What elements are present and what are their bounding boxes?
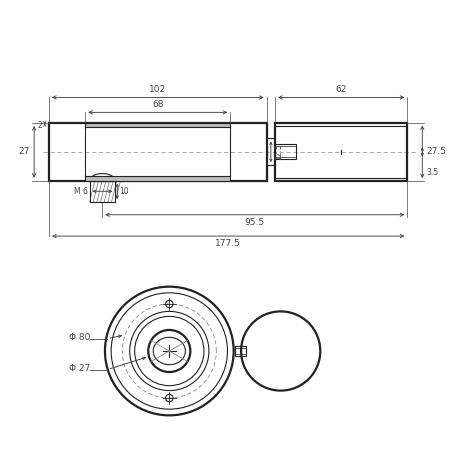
Text: 27: 27 — [18, 147, 30, 156]
Bar — [86, 123, 230, 127]
Text: 3.5: 3.5 — [427, 168, 439, 177]
Bar — [275, 122, 407, 181]
Text: 95.5: 95.5 — [245, 218, 265, 227]
Text: 62: 62 — [336, 85, 347, 94]
Text: 2: 2 — [38, 121, 43, 130]
Text: 27.5: 27.5 — [427, 147, 446, 156]
Text: 102: 102 — [149, 85, 166, 94]
Text: 68: 68 — [152, 100, 163, 109]
Text: Φ 80: Φ 80 — [69, 333, 90, 342]
Bar — [90, 180, 115, 202]
Bar — [49, 123, 266, 180]
Bar — [86, 176, 230, 180]
Bar — [235, 346, 246, 356]
Text: 177.5: 177.5 — [215, 239, 241, 248]
Bar — [275, 144, 297, 159]
Text: 10: 10 — [119, 187, 129, 196]
Text: M 6: M 6 — [73, 187, 87, 196]
Text: 12.5: 12.5 — [274, 144, 283, 160]
Text: Φ 27: Φ 27 — [69, 364, 90, 373]
